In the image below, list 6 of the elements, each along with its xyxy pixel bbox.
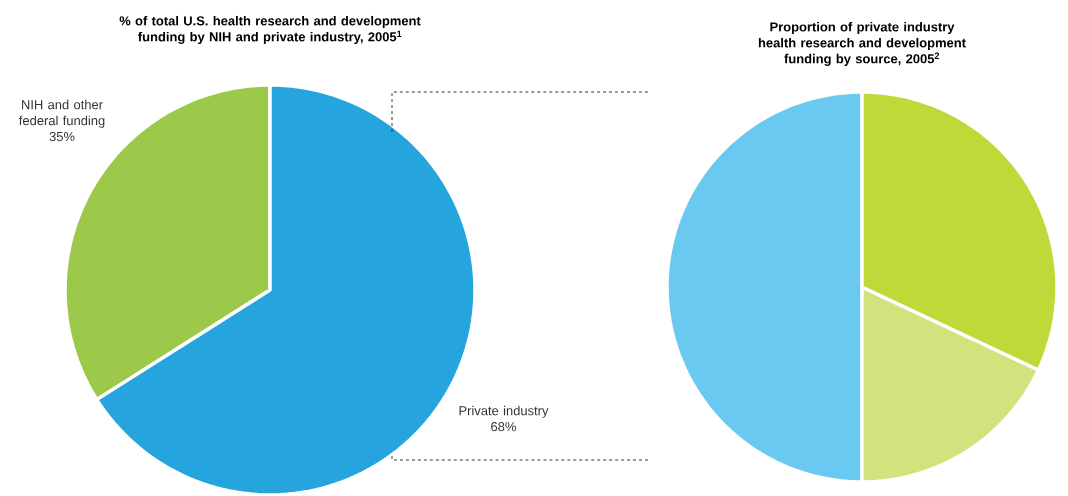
data-label: 35% [49,131,75,142]
chart-title: % of total U.S. health research and development funding by NIH and private industry, 2005$^{1}$ [119,15,421,45]
slice-label: NIH and other federal funding [19,99,105,128]
data-label: 68% [491,422,516,432]
chart-title: Proportion of private industry health research and development funding by source, 2005$^{2}$ [758,21,966,66]
slice-label: Private industry [459,405,549,418]
